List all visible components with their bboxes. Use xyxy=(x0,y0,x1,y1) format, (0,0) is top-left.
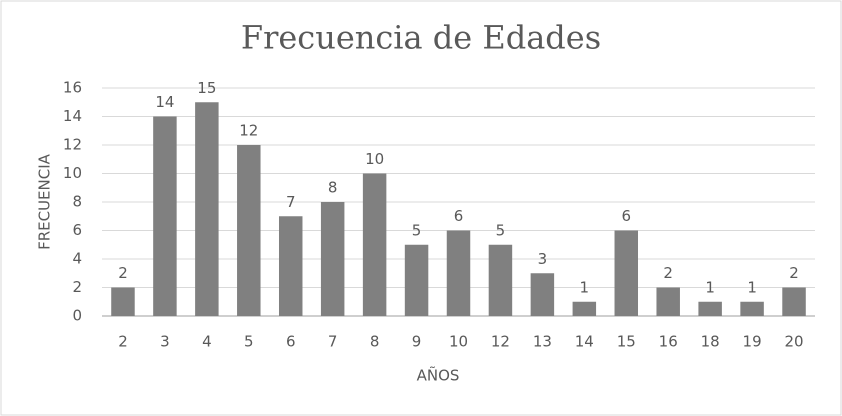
data-label: 1 xyxy=(747,278,757,296)
bar xyxy=(782,287,806,316)
data-label: 10 xyxy=(365,150,384,168)
data-label: 1 xyxy=(580,278,590,296)
x-tick-label: 2 xyxy=(118,333,128,351)
bar xyxy=(614,230,639,316)
data-label: 2 xyxy=(663,264,673,282)
bar xyxy=(488,244,513,316)
bar xyxy=(446,230,471,316)
data-label: 1 xyxy=(705,278,715,296)
data-label: 5 xyxy=(496,221,506,239)
bar xyxy=(530,273,555,316)
x-tick-label: 18 xyxy=(701,333,720,351)
bar xyxy=(153,116,177,316)
data-label: 12 xyxy=(239,122,258,140)
x-axis-label: AÑOS xyxy=(417,366,460,385)
bar xyxy=(320,202,345,316)
bar xyxy=(237,145,261,316)
x-tick-label: 6 xyxy=(286,333,296,351)
bar xyxy=(698,301,722,316)
x-tick-label: 3 xyxy=(160,333,170,351)
y-tick-label: 16 xyxy=(63,79,82,97)
chart-title: Frecuencia de Edades xyxy=(241,19,601,57)
y-tick-label: 8 xyxy=(72,193,82,211)
x-tick-label: 7 xyxy=(328,333,338,351)
data-label: 3 xyxy=(538,250,548,268)
x-tick-label: 15 xyxy=(617,333,636,351)
data-label: 8 xyxy=(328,179,338,197)
data-label: 2 xyxy=(789,264,799,282)
y-tick-label: 6 xyxy=(72,221,82,239)
x-tick-label: 9 xyxy=(412,333,422,351)
y-tick-label: 14 xyxy=(63,107,82,125)
x-tick-label: 20 xyxy=(784,333,803,351)
data-label: 7 xyxy=(286,193,296,211)
y-tick-label: 2 xyxy=(72,278,82,296)
bar xyxy=(740,301,764,316)
bar xyxy=(278,216,303,316)
x-tick-label: 16 xyxy=(659,333,678,351)
y-tick-label: 12 xyxy=(63,136,82,154)
data-label: 14 xyxy=(155,93,174,111)
data-label: 2 xyxy=(118,264,128,282)
y-tick-label: 4 xyxy=(72,250,82,268)
x-tick-label: 4 xyxy=(202,333,212,351)
data-label: 6 xyxy=(454,207,464,225)
bar xyxy=(362,173,387,316)
x-tick-label: 12 xyxy=(491,333,510,351)
y-axis-label: FRECUENCIA xyxy=(36,153,54,250)
x-tick-label: 19 xyxy=(743,333,762,351)
bar xyxy=(404,244,429,316)
bar xyxy=(195,102,219,316)
data-label: 5 xyxy=(412,221,422,239)
bar xyxy=(656,287,680,316)
x-tick-label: 10 xyxy=(449,333,468,351)
bar xyxy=(111,287,135,316)
x-tick-label: 14 xyxy=(575,333,594,351)
x-tick-label: 8 xyxy=(370,333,380,351)
y-tick-label: 10 xyxy=(63,164,82,182)
x-tick-label: 13 xyxy=(533,333,552,351)
x-tick-label: 5 xyxy=(244,333,254,351)
y-tick-label: 0 xyxy=(72,307,82,325)
data-label: 15 xyxy=(197,79,216,97)
bar xyxy=(572,301,597,316)
data-label: 6 xyxy=(621,207,631,225)
